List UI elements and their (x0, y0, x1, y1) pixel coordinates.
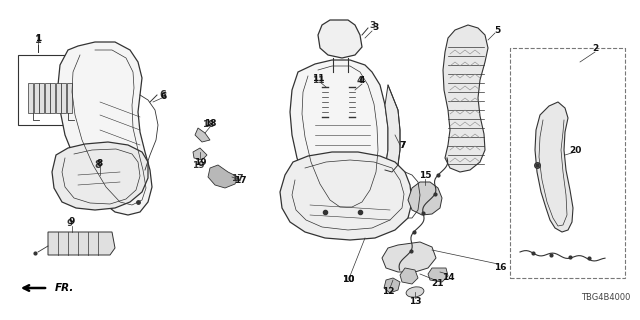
Bar (28, 83, 33, 113)
Polygon shape (195, 128, 210, 142)
Polygon shape (208, 165, 238, 188)
Text: 18: 18 (202, 119, 214, 129)
Text: 1: 1 (35, 35, 42, 45)
Text: 2: 2 (592, 44, 598, 52)
Polygon shape (408, 182, 442, 215)
Polygon shape (290, 60, 388, 215)
Bar (33, 83, 38, 113)
Text: 16: 16 (493, 263, 506, 273)
Text: 3: 3 (369, 20, 375, 29)
Text: 19: 19 (192, 161, 204, 170)
Text: 10: 10 (342, 276, 354, 284)
Text: 19: 19 (194, 157, 206, 166)
Bar (61, 83, 66, 113)
Bar (50, 83, 55, 113)
Text: 14: 14 (442, 274, 454, 283)
Bar (510, 48, 625, 278)
Text: 11: 11 (312, 74, 324, 83)
Polygon shape (48, 232, 115, 255)
Text: 17: 17 (230, 173, 243, 182)
Text: 12: 12 (381, 287, 394, 297)
Ellipse shape (406, 287, 424, 297)
Polygon shape (385, 85, 400, 172)
Bar (39, 83, 44, 113)
Polygon shape (443, 25, 488, 172)
Polygon shape (535, 102, 573, 232)
Text: 18: 18 (204, 118, 216, 127)
Bar (45, 83, 49, 113)
Text: 15: 15 (419, 171, 431, 180)
Polygon shape (58, 42, 152, 215)
Text: 9: 9 (67, 219, 73, 228)
Text: 20: 20 (569, 146, 581, 155)
Text: 1: 1 (35, 34, 41, 43)
Text: 21: 21 (431, 279, 444, 289)
Text: 4: 4 (357, 76, 363, 84)
Text: 10: 10 (342, 276, 354, 284)
Polygon shape (318, 20, 362, 58)
Text: 5: 5 (494, 26, 500, 35)
Text: 17: 17 (234, 175, 246, 185)
Text: 13: 13 (409, 298, 421, 307)
Text: 3: 3 (372, 22, 378, 31)
Text: 9: 9 (69, 218, 75, 227)
Text: 8: 8 (95, 160, 101, 170)
Bar (67, 83, 72, 113)
Polygon shape (382, 242, 436, 272)
Text: TBG4B4000: TBG4B4000 (580, 293, 630, 302)
Polygon shape (428, 268, 448, 282)
Polygon shape (52, 142, 148, 210)
Bar (56, 83, 61, 113)
Text: 7: 7 (400, 140, 406, 149)
Text: FR.: FR. (55, 283, 74, 293)
Polygon shape (280, 152, 412, 240)
Text: 11: 11 (312, 76, 324, 84)
Polygon shape (193, 148, 207, 160)
Text: 4: 4 (359, 76, 365, 84)
Polygon shape (400, 268, 418, 284)
Text: 6: 6 (159, 90, 166, 100)
Polygon shape (384, 278, 400, 293)
Text: 7: 7 (400, 140, 406, 149)
Text: 8: 8 (97, 158, 103, 167)
Text: 6: 6 (161, 92, 167, 100)
Bar (18, 55, 86, 125)
